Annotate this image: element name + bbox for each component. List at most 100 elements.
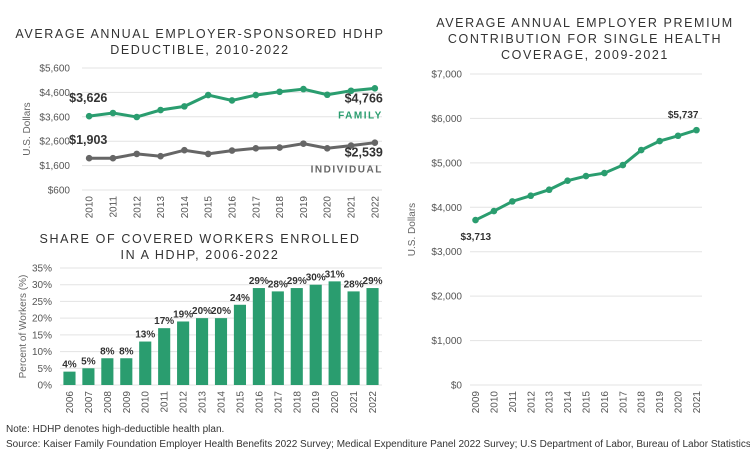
x-tick-label: 2009 (122, 391, 133, 414)
x-tick-label: 2014 (563, 391, 574, 414)
bar (158, 328, 171, 385)
data-point (109, 154, 117, 162)
data-point (347, 142, 355, 149)
chart-title: DEDUCTIBLE, 2010-2022 (110, 43, 290, 57)
source-note: Source: Kaiser Family Foundation Employe… (6, 439, 750, 450)
end-value-label: $5,737 (668, 110, 699, 121)
x-tick-label: 2014 (180, 196, 191, 219)
data-point (252, 144, 260, 152)
data-point (347, 87, 355, 95)
chart-title: SHARE OF COVERED WORKERS ENROLLED (40, 232, 361, 246)
y-tick-label: $5,600 (39, 64, 70, 75)
bar-data-label: 8% (100, 346, 115, 357)
data-point (85, 112, 93, 120)
bar-data-label: 8% (119, 346, 134, 357)
data-point (300, 85, 307, 93)
data-point (204, 150, 212, 158)
bar (63, 371, 76, 385)
y-axis-label: U.S. Dollars (407, 203, 418, 256)
chart-title: AVERAGE ANNUAL EMPLOYER PREMIUM (436, 16, 734, 30)
bar (252, 288, 265, 385)
data-point (656, 137, 663, 145)
y-axis-label: Percent of Workers (%) (18, 275, 29, 379)
x-tick-label: 2022 (370, 196, 381, 219)
y-axis-label: U.S. Dollars (22, 102, 33, 155)
x-tick-label: 2012 (179, 391, 190, 414)
data-point (181, 103, 188, 110)
bar-data-label: 30% (306, 273, 326, 284)
data-point (582, 172, 590, 180)
x-tick-label: 2021 (347, 196, 358, 219)
x-tick-label: 2016 (600, 391, 611, 414)
bar-data-label: 17% (154, 316, 174, 327)
y-tick-label: 10% (32, 347, 52, 358)
bar (290, 288, 303, 385)
data-point (545, 186, 553, 194)
bar (271, 291, 284, 385)
y-tick-label: $600 (48, 186, 71, 197)
bar-data-label: 29% (363, 276, 383, 287)
x-tick-label: 2022 (368, 391, 379, 414)
y-tick-label: $1,000 (431, 336, 462, 347)
x-tick-label: 2016 (254, 391, 265, 414)
data-point (323, 144, 331, 152)
x-tick-label: 2011 (160, 391, 171, 413)
bar (195, 318, 209, 385)
start-value-label: $3,626 (69, 91, 107, 105)
x-tick-label: 2018 (637, 391, 648, 414)
bar-data-label: 28% (344, 279, 364, 290)
bar (177, 321, 190, 385)
x-tick-label: 2009 (471, 391, 482, 414)
data-point (228, 147, 236, 154)
x-tick-label: 2021 (692, 391, 703, 414)
bar-data-label: 28% (268, 279, 288, 290)
x-tick-label: 2015 (582, 391, 593, 414)
y-tick-label: $6,000 (431, 114, 462, 125)
x-tick-label: 2013 (198, 391, 209, 414)
data-point (509, 198, 516, 205)
bar-data-label: 13% (135, 330, 155, 341)
y-tick-label: 35% (32, 264, 52, 275)
x-tick-label: 2018 (292, 391, 303, 414)
chart-3: AVERAGE ANNUAL EMPLOYER PREMIUM CONTRIBUT… (407, 16, 734, 414)
data-point (157, 152, 164, 160)
bar-data-label: 20% (211, 306, 231, 317)
bar (347, 291, 360, 385)
end-value-label: $2,539 (345, 146, 383, 160)
data-point (564, 177, 571, 185)
bar-data-label: 5% (81, 356, 96, 367)
x-tick-label: 2021 (349, 391, 360, 414)
data-point (157, 106, 164, 114)
series-name-label: FAMILY (338, 110, 383, 121)
y-tick-label: $3,000 (431, 247, 462, 258)
x-tick-label: 2017 (618, 391, 629, 414)
y-tick-label: $7,000 (431, 70, 462, 81)
x-tick-label: 2012 (526, 391, 537, 414)
start-value-label: $3,713 (461, 232, 492, 243)
x-tick-label: 2020 (674, 391, 685, 414)
x-tick-label: 2017 (273, 391, 284, 414)
start-value-label: $1,903 (69, 133, 107, 147)
y-tick-label: 15% (32, 330, 52, 341)
data-point (637, 146, 645, 154)
bar-data-label: 24% (230, 293, 250, 304)
x-tick-label: 2008 (103, 391, 114, 414)
bar (101, 358, 114, 385)
chart-title: COVERAGE, 2009-2021 (501, 48, 669, 62)
y-tick-label: $2,000 (431, 292, 462, 303)
x-tick-label: 2020 (323, 196, 334, 219)
data-point (619, 161, 627, 169)
data-point (601, 169, 608, 177)
x-tick-label: 2017 (251, 196, 262, 219)
bar-data-label: 4% (62, 360, 77, 371)
x-tick-label: 2020 (330, 391, 341, 414)
chart-title: IN A HDHP, 2006-2022 (121, 248, 280, 262)
y-tick-label: 0% (38, 381, 53, 392)
bar (233, 304, 247, 385)
data-point (674, 132, 682, 140)
data-point (181, 146, 188, 154)
data-point (472, 216, 479, 224)
y-tick-label: 30% (32, 280, 52, 291)
footnote: Note: HDHP denotes high-deductible healt… (6, 424, 225, 435)
